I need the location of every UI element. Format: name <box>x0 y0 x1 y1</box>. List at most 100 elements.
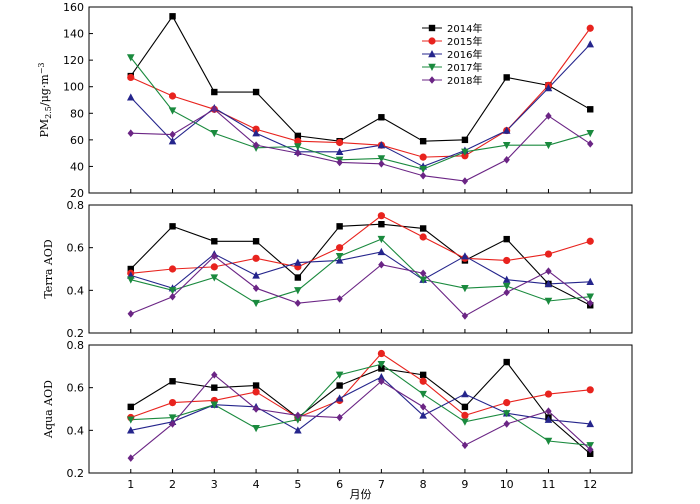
data-point <box>336 223 343 230</box>
data-point <box>461 148 469 156</box>
y-tick-label: 60 <box>70 134 84 147</box>
data-point <box>211 105 218 114</box>
data-point <box>336 413 343 422</box>
data-point <box>377 235 386 244</box>
data-point <box>461 285 469 293</box>
y-tick-label: 100 <box>63 81 84 94</box>
data-point <box>252 382 260 389</box>
data-point <box>126 276 135 284</box>
data-point <box>544 390 553 398</box>
x-tick-label: 1 <box>127 478 134 491</box>
legend-entry-label: 2014年 <box>447 22 482 35</box>
data-point <box>335 253 344 261</box>
data-point <box>419 411 427 419</box>
data-point <box>586 130 595 138</box>
data-point <box>252 299 260 308</box>
series-line <box>130 352 591 419</box>
data-point <box>461 136 469 144</box>
series-line <box>130 57 591 170</box>
panel-middle: 0.2 0.4 0.6 0.8 Terra AOD <box>42 199 633 340</box>
data-point <box>169 378 176 385</box>
legend-marker <box>428 50 436 58</box>
data-point <box>252 129 260 137</box>
data-point <box>252 388 260 396</box>
x-tick-label: 2 <box>169 478 176 491</box>
legend-entry-label: 2016年 <box>447 48 482 61</box>
x-tick-label: 5 <box>294 478 301 491</box>
y-axis-label-sub: 2.5 <box>44 106 53 119</box>
data-point <box>169 13 176 20</box>
data-point <box>502 126 511 134</box>
data-point <box>294 132 302 140</box>
data-point <box>127 454 134 462</box>
y-tick-label: 40 <box>70 160 84 173</box>
series-line <box>130 255 591 317</box>
data-point <box>419 165 427 174</box>
y-tick-label: 20 <box>70 187 84 200</box>
series-line <box>130 15 591 142</box>
data-point <box>377 247 386 256</box>
series-line <box>130 251 591 289</box>
y-tick-label: 0.4 <box>67 284 85 297</box>
data-point <box>378 377 385 386</box>
data-point <box>419 276 427 284</box>
series-line <box>130 374 591 459</box>
x-tick-label: 4 <box>253 478 260 491</box>
data-point <box>336 295 343 303</box>
data-point <box>252 254 260 262</box>
data-point <box>252 271 260 279</box>
data-point <box>587 299 594 307</box>
data-point <box>503 256 511 265</box>
data-point <box>502 410 511 418</box>
series-line <box>130 361 591 455</box>
plot-frame <box>88 344 633 474</box>
data-point <box>502 275 511 283</box>
data-point <box>419 390 427 399</box>
data-point <box>252 88 260 96</box>
data-point <box>586 419 595 428</box>
data-point <box>377 155 386 163</box>
data-point <box>586 40 595 48</box>
y-axis-label-base: PM <box>38 119 51 138</box>
x-axis-label: 月份 <box>350 488 372 501</box>
legend-marker <box>428 63 436 71</box>
data-point <box>419 377 427 385</box>
data-point <box>252 425 260 433</box>
data-point <box>294 149 302 157</box>
data-point <box>252 141 260 149</box>
data-point <box>210 263 218 271</box>
data-point <box>544 250 553 258</box>
legend-marker <box>428 37 436 45</box>
data-point <box>461 441 469 450</box>
series-line <box>130 223 591 306</box>
data-point <box>294 426 302 434</box>
data-point <box>168 414 177 422</box>
data-point <box>126 54 135 62</box>
data-point <box>168 137 177 145</box>
data-point <box>378 114 385 121</box>
series-line <box>130 376 591 431</box>
panel-top: 20406080100120140160PM2.5/μg·m−32014年201… <box>37 1 633 200</box>
y-tick-label: 140 <box>63 28 84 41</box>
y-tick-label: 0.4 <box>67 424 85 437</box>
data-point <box>461 312 469 320</box>
y-tick-label: 0.6 <box>67 242 85 255</box>
data-point <box>336 244 344 252</box>
data-point <box>461 252 469 260</box>
data-point <box>544 437 553 445</box>
y-tick-label: 0.6 <box>67 382 85 395</box>
data-point <box>252 284 260 292</box>
y-axis-label-unit: /μg·m <box>38 74 51 106</box>
data-point <box>419 153 427 161</box>
data-point <box>169 223 176 230</box>
data-point <box>587 140 594 148</box>
data-point <box>294 274 302 281</box>
data-point <box>127 310 134 318</box>
data-point <box>210 130 219 138</box>
data-point <box>461 177 469 185</box>
data-point <box>335 147 344 156</box>
series-line <box>130 108 591 182</box>
x-tick-label: 6 <box>336 478 343 491</box>
data-point <box>545 112 552 120</box>
